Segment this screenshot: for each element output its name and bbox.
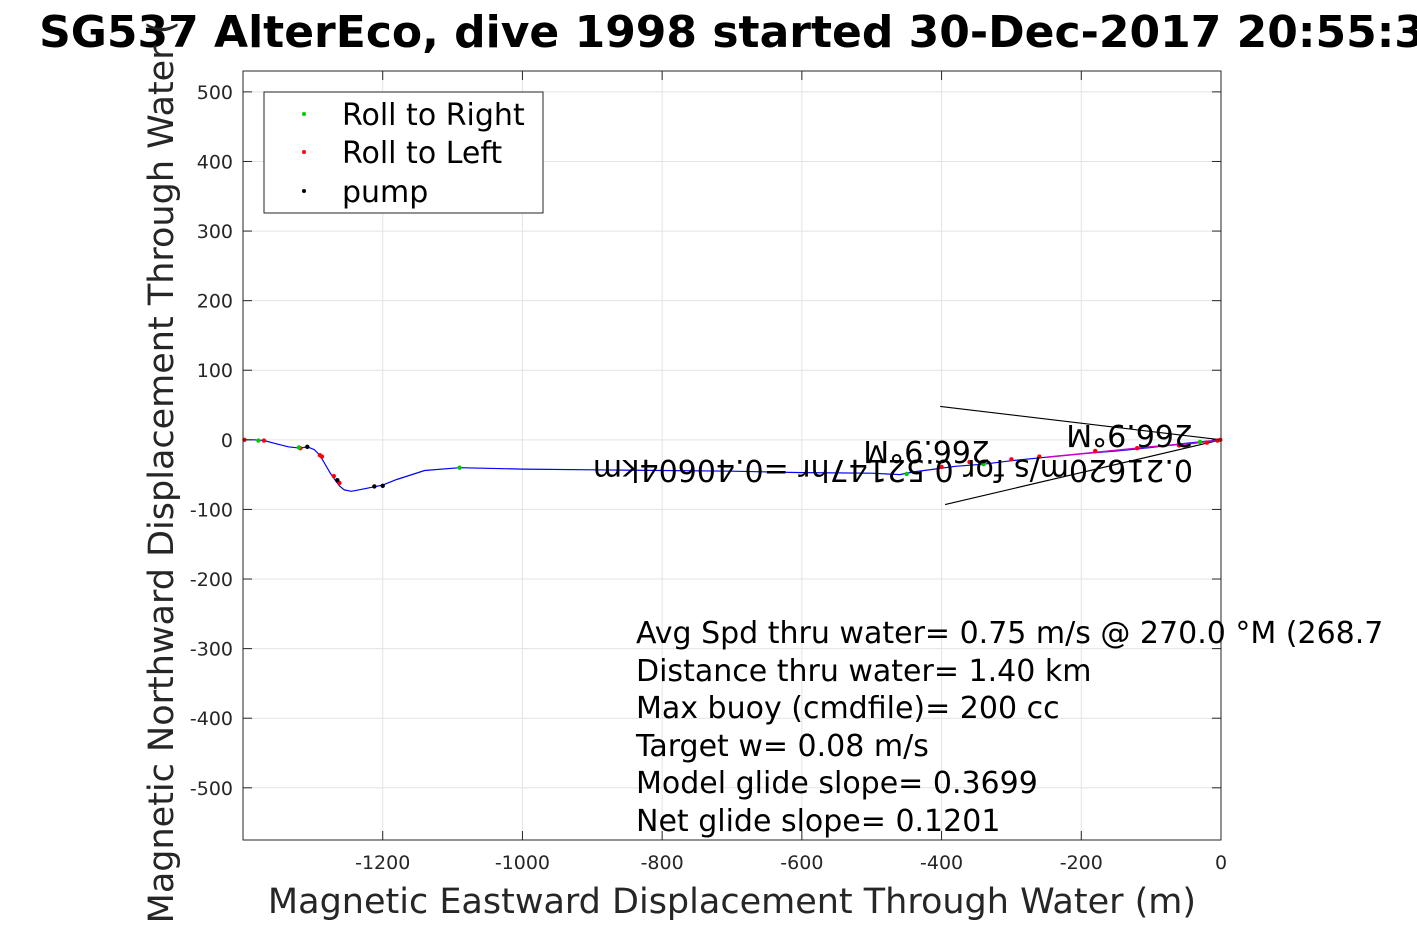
dive-stats: Avg Spd thru water= 0.75 m/s @ 270.0 °M … — [635, 616, 1383, 839]
roll-left-point — [319, 454, 325, 459]
roll-right-point — [457, 465, 462, 470]
y-tick-label: -400 — [190, 708, 233, 730]
legend-marker-pump — [302, 189, 306, 193]
y-tick-label: 400 — [197, 151, 233, 173]
x-tick-label: -1200 — [355, 852, 410, 874]
legend: Roll to Right Roll to Left pump — [263, 91, 544, 214]
legend-label-roll-right: Roll to Right — [342, 98, 525, 133]
legend-marker-roll-left — [302, 150, 306, 154]
roll-left-point — [261, 438, 267, 443]
roll-left-point — [1134, 445, 1140, 451]
y-tick-label: 300 — [197, 221, 233, 243]
target-w-text: Target w= 0.08 m/s — [635, 729, 929, 764]
y-tick-label: 200 — [197, 291, 233, 313]
legend-label-roll-left: Roll to Left — [342, 136, 502, 171]
roll-left-point — [1093, 448, 1098, 454]
x-tick-label: -400 — [920, 852, 963, 874]
y-tick-label: -300 — [190, 639, 233, 661]
net-glide-slope-text: Net glide slope= 0.1201 — [636, 804, 1000, 839]
heading-label-2: 266.9°M — [863, 433, 990, 468]
heading-label-1: 266.9°M — [1066, 417, 1193, 452]
depth-avg-line — [1046, 439, 1222, 458]
roll-left-point — [1204, 440, 1210, 445]
x-tick-label: -600 — [780, 852, 823, 874]
model-glide-slope-text: Model glide slope= 0.3699 — [636, 766, 1038, 801]
legend-marker-roll-right — [302, 112, 306, 116]
roll-right-point — [256, 438, 261, 443]
plot-marks — [242, 405, 1223, 506]
chart-title: SG537 AlterEco, dive 1998 started 30-Dec… — [39, 7, 1417, 58]
roll-right-point — [904, 471, 909, 477]
y-tick-label: -500 — [190, 778, 233, 800]
y-tick-label: 500 — [197, 82, 233, 104]
distance-text: Distance thru water= 1.40 km — [636, 654, 1091, 689]
pump-point — [380, 483, 385, 488]
roll-right-point — [296, 445, 302, 450]
y-axis-label: Magnetic Northward Displacement Through … — [142, 21, 182, 924]
y-tick-label: -200 — [190, 569, 233, 591]
roll-left-point — [1037, 454, 1042, 459]
roll-left-point — [939, 464, 944, 470]
x-tick-label: -200 — [1060, 852, 1103, 874]
x-tick-label: -1000 — [495, 852, 550, 874]
roll-left-point — [331, 473, 337, 479]
current-speed-label: 0.21620m/s for 0.52147hr =0.40604km — [593, 452, 1193, 487]
roll-left-point — [1176, 443, 1182, 448]
y-tick-label: 0 — [221, 430, 233, 452]
roll-right-point — [1197, 439, 1203, 445]
x-tick-label: 0 — [1215, 852, 1227, 874]
x-axis-label: Magnetic Eastward Displacement Through W… — [268, 882, 1196, 922]
y-tick-label: -100 — [190, 499, 233, 521]
y-tick-label: 100 — [197, 360, 233, 382]
pump-point — [305, 444, 310, 450]
current-arrow-line — [940, 405, 1222, 441]
legend-box — [263, 91, 544, 214]
axes-box — [242, 70, 1222, 841]
roll-right-point — [981, 461, 986, 467]
avg-speed-text: Avg Spd thru water= 0.75 m/s @ 270.0 °M … — [636, 616, 1383, 651]
legend-label-pump: pump — [342, 175, 428, 210]
pump-point — [335, 478, 340, 483]
x-tick-label: -800 — [641, 852, 684, 874]
max-buoy-text: Max buoy (cmdfile)= 200 cc — [636, 691, 1060, 726]
current-arrow-line — [944, 439, 1222, 506]
flipped-current-labels: 0.21620m/s for 0.52147hr =0.40604km 266.… — [593, 417, 1193, 487]
ticks: -1200 -1000 -800 -600 -400 -200 05004003002001… — [190, 71, 1227, 874]
roll-left-point — [1009, 457, 1014, 462]
roll-left-point — [967, 459, 972, 465]
pump-point — [372, 484, 377, 489]
